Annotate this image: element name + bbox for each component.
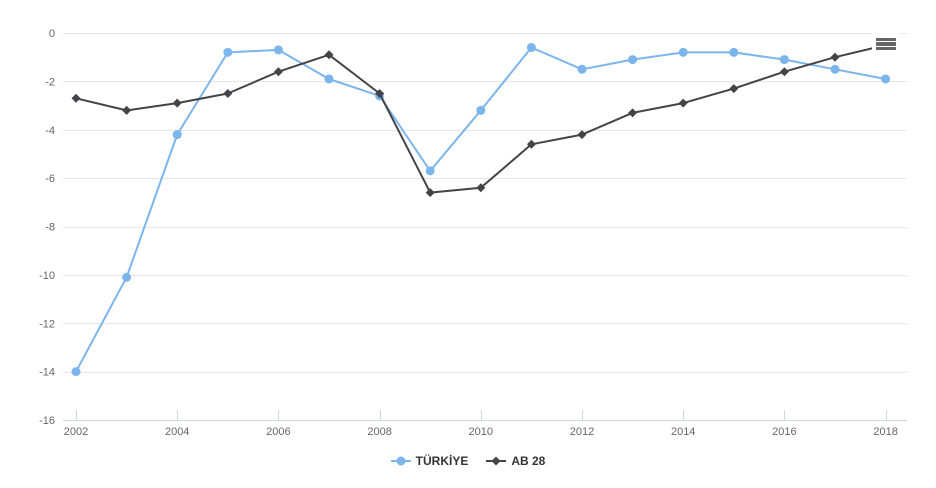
data-point-ab-28-2017[interactable] bbox=[830, 52, 840, 62]
data-point-turkiye-2014[interactable] bbox=[678, 47, 688, 57]
data-point-turkiye-2015[interactable] bbox=[729, 47, 739, 57]
y-axis-tick-label: -4 bbox=[45, 125, 55, 137]
y-axis-tick-label: 0 bbox=[49, 28, 55, 40]
legend-label-turkiye: TÜRKİYE bbox=[415, 454, 469, 468]
data-point-turkiye-2002[interactable] bbox=[71, 367, 81, 377]
y-axis-tick-label: -6 bbox=[45, 173, 55, 185]
data-point-turkiye-2006[interactable] bbox=[273, 45, 283, 55]
data-point-turkiye-2009[interactable] bbox=[425, 166, 435, 176]
x-axis-tick-label: 2014 bbox=[671, 426, 695, 438]
data-point-ab-28-2004[interactable] bbox=[172, 98, 182, 108]
series-line-turkiye bbox=[75, 46, 887, 373]
data-point-turkiye-2005[interactable] bbox=[223, 47, 233, 57]
series-line-ab-28 bbox=[75, 44, 887, 194]
y-axis-tick-label: -10 bbox=[39, 270, 55, 282]
x-axis-tick-label: 2012 bbox=[570, 426, 594, 438]
data-point-ab-28-2013[interactable] bbox=[628, 108, 638, 118]
legend-label-ab-28: AB 28 bbox=[511, 454, 546, 468]
chart-context-menu-button[interactable] bbox=[872, 33, 900, 55]
x-axis-tick-label: 2018 bbox=[873, 426, 897, 438]
legend-item-turkiye[interactable]: TÜRKİYE bbox=[390, 454, 469, 468]
legend-marker-diamond-icon bbox=[486, 456, 507, 466]
data-point-ab-28-2011[interactable] bbox=[526, 139, 536, 149]
hamburger-menu-icon bbox=[876, 37, 896, 51]
y-axis-tick-label: -8 bbox=[45, 222, 55, 234]
x-axis-tick-label: 2006 bbox=[266, 426, 290, 438]
data-point-ab-28-2009[interactable] bbox=[425, 188, 435, 198]
data-point-turkiye-2012[interactable] bbox=[577, 64, 587, 74]
legend-marker-circle-icon bbox=[390, 456, 411, 466]
data-point-ab-28-2016[interactable] bbox=[779, 67, 789, 77]
y-axis-tick-label: -14 bbox=[39, 367, 55, 379]
data-point-turkiye-2017[interactable] bbox=[830, 64, 840, 74]
x-axis-tick-label: 2016 bbox=[772, 426, 796, 438]
x-axis-tick-label: 2010 bbox=[469, 426, 493, 438]
data-point-ab-28-2010[interactable] bbox=[476, 183, 486, 193]
data-point-turkiye-2013[interactable] bbox=[628, 55, 638, 65]
data-point-ab-28-2003[interactable] bbox=[122, 105, 132, 115]
chart-legend: TÜRKİYE AB 28 bbox=[0, 450, 936, 472]
data-point-ab-28-2007[interactable] bbox=[324, 50, 334, 60]
data-point-turkiye-2018[interactable] bbox=[881, 74, 891, 84]
legend-item-ab-28[interactable]: AB 28 bbox=[486, 454, 545, 468]
x-axis-tick-label: 2008 bbox=[367, 426, 391, 438]
y-axis-tick-label: -12 bbox=[39, 318, 55, 330]
data-point-ab-28-2014[interactable] bbox=[678, 98, 688, 108]
x-axis-tick-label: 2004 bbox=[165, 426, 189, 438]
data-point-ab-28-2015[interactable] bbox=[729, 84, 739, 94]
data-point-turkiye-2016[interactable] bbox=[779, 55, 789, 65]
data-point-turkiye-2004[interactable] bbox=[172, 130, 182, 140]
data-point-ab-28-2008[interactable] bbox=[375, 88, 385, 98]
y-axis-tick-label: -2 bbox=[45, 76, 55, 88]
data-point-turkiye-2011[interactable] bbox=[526, 43, 536, 53]
data-point-ab-28-2002[interactable] bbox=[71, 93, 81, 103]
data-point-ab-28-2006[interactable] bbox=[273, 67, 283, 77]
data-point-ab-28-2012[interactable] bbox=[577, 130, 587, 140]
data-point-ab-28-2005[interactable] bbox=[223, 88, 233, 98]
data-point-turkiye-2010[interactable] bbox=[476, 105, 486, 115]
x-axis-tick-label: 2002 bbox=[64, 426, 88, 438]
y-axis-tick-label: -16 bbox=[39, 415, 55, 427]
data-point-turkiye-2007[interactable] bbox=[324, 74, 334, 84]
data-point-turkiye-2003[interactable] bbox=[122, 272, 132, 282]
